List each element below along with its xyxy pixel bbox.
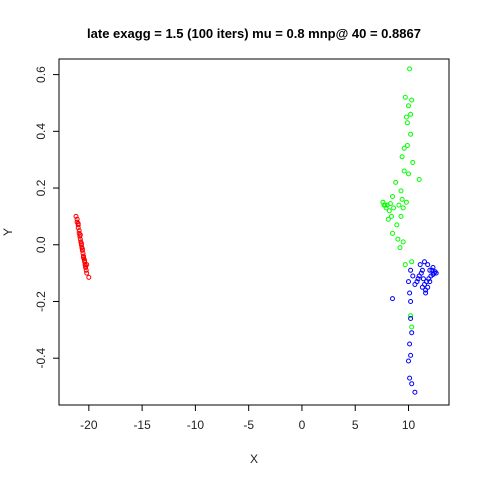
- data-point: [401, 145, 407, 151]
- data-point: [407, 290, 413, 296]
- data-point: [408, 316, 414, 321]
- data-point: [410, 273, 416, 279]
- data-point: [422, 259, 427, 265]
- data-point: [416, 273, 422, 279]
- data-point: [82, 257, 88, 263]
- data-point: [425, 262, 431, 268]
- data-point: [408, 299, 414, 304]
- data-point: [412, 282, 418, 287]
- data-point: [406, 103, 411, 109]
- data-point: [427, 267, 433, 273]
- data-point: [402, 94, 408, 100]
- chart-title: late exagg = 1.5 (100 iters) mu = 0.8 mn…: [87, 26, 421, 41]
- x-tick-label: -15: [133, 418, 151, 432]
- data-point: [407, 375, 413, 381]
- data-point: [400, 205, 406, 211]
- data-point: [389, 213, 394, 219]
- data-point: [408, 267, 414, 273]
- data-point: [84, 270, 90, 276]
- data-point: [409, 381, 415, 387]
- data-point: [425, 284, 431, 290]
- data-point: [401, 168, 407, 174]
- data-point: [410, 160, 416, 165]
- y-tick-label: 0.2: [34, 179, 48, 196]
- data-point: [75, 221, 81, 226]
- data-point: [397, 245, 403, 251]
- data-point: [394, 222, 400, 228]
- data-point: [77, 232, 83, 238]
- data-point: [402, 262, 408, 268]
- y-axis: -0.4 -0.2 0.0 0.2 0.4 0.6: [34, 66, 60, 369]
- y-tick-label: 0.6: [34, 66, 48, 83]
- data-point: [74, 216, 80, 222]
- data-point: [409, 330, 415, 336]
- data-point: [403, 114, 409, 120]
- data-point: [395, 236, 401, 242]
- data-point: [381, 202, 387, 208]
- data-point: [400, 239, 406, 245]
- data-point: [415, 276, 421, 282]
- y-axis-label: Y: [1, 228, 15, 236]
- data-point: [86, 274, 92, 280]
- data-point: [396, 202, 402, 208]
- data-point: [423, 290, 429, 296]
- data-point: [430, 272, 436, 277]
- data-point: [84, 262, 90, 268]
- data-point: [398, 188, 404, 194]
- data-point: [387, 201, 393, 207]
- data-point: [406, 358, 411, 364]
- data-point: [390, 194, 395, 199]
- data-point: [406, 279, 411, 285]
- data-point: [78, 240, 84, 246]
- data-point: [409, 97, 415, 103]
- x-axis-label: X: [250, 452, 258, 466]
- data-point: [427, 279, 433, 285]
- data-point: [408, 352, 414, 358]
- data-point: [420, 276, 426, 282]
- data-point: [419, 267, 425, 273]
- data-point: [407, 66, 413, 72]
- data-point: [73, 213, 79, 219]
- data-point: [398, 213, 404, 219]
- data-point: [406, 171, 411, 177]
- x-tick-label: 0: [299, 418, 306, 432]
- data-point: [408, 313, 414, 319]
- x-tick-label: 5: [352, 418, 359, 432]
- data-point: [399, 154, 405, 160]
- data-point: [403, 199, 409, 205]
- data-point: [393, 179, 399, 185]
- data-point: [79, 246, 85, 252]
- y-tick-label: 0.4: [34, 123, 48, 140]
- x-tick-label: -5: [243, 418, 254, 432]
- y-tick-label: -0.4: [34, 348, 48, 369]
- data-point: [81, 255, 86, 260]
- y-tick-label: 0.0: [34, 236, 48, 253]
- data-point: [409, 324, 415, 330]
- data-point: [391, 205, 397, 211]
- data-point: [412, 389, 418, 395]
- data-point: [409, 259, 415, 265]
- data-point: [408, 111, 414, 117]
- data-point: [404, 143, 410, 148]
- data-point: [408, 131, 414, 137]
- x-tick-label: -20: [80, 418, 98, 432]
- data-point: [416, 177, 422, 182]
- x-tick-label: -10: [187, 418, 205, 432]
- data-point: [386, 208, 392, 214]
- data-point: [390, 230, 395, 236]
- x-axis: -20 -15 -10 -5 0 5 10: [80, 404, 416, 432]
- data-point: [419, 284, 425, 290]
- y-tick-label: -0.2: [34, 291, 48, 312]
- data-point: [399, 196, 405, 202]
- x-tick-label: 10: [402, 418, 416, 432]
- data-point: [385, 216, 391, 222]
- data-point: [390, 296, 395, 302]
- data-point: [430, 265, 436, 270]
- data-point: [407, 341, 413, 347]
- data-point: [404, 120, 410, 126]
- data-point: [417, 262, 423, 268]
- points-layer: [73, 66, 439, 395]
